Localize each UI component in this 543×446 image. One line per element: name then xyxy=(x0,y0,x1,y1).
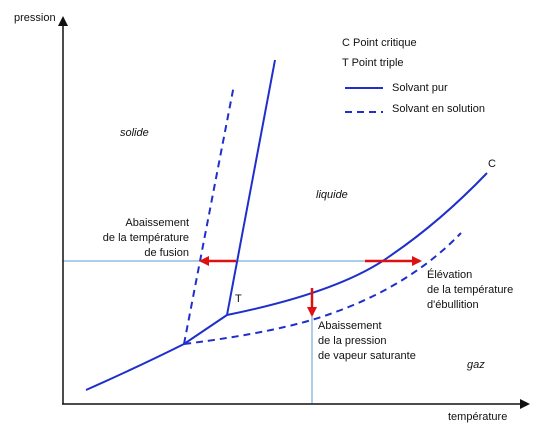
fusion-annotation-line-3: de fusion xyxy=(144,247,189,259)
vapor-annotation-line-3: de vapeur saturante xyxy=(318,350,416,362)
legend-critical-point: C Point critique xyxy=(342,37,417,49)
triple-point-label: T xyxy=(235,293,242,305)
vapor-annotation-line-1: Abaissement xyxy=(318,320,382,332)
pure-sublimation-curve xyxy=(85,314,228,391)
legend-pure-label: Solvant pur xyxy=(392,82,448,94)
y-axis-label: pression xyxy=(14,12,56,24)
legend-solution-label: Solvant en solution xyxy=(392,103,485,115)
critical-point-label: C xyxy=(488,158,496,170)
fusion-annotation-line-1: Abaissement xyxy=(125,217,189,229)
boiling-annotation-line-3: d'ébullition xyxy=(427,299,479,311)
pure-fusion-curve xyxy=(226,59,276,316)
legend-triple-point: T Point triple xyxy=(342,57,404,69)
vapor-annotation-line-2: de la pression xyxy=(318,335,387,347)
boiling-annotation-line-1: Élévation xyxy=(427,268,472,281)
region-liquid-label: liquide xyxy=(316,189,348,201)
region-solid-label: solide xyxy=(120,127,149,139)
x-axis-label: température xyxy=(448,411,507,423)
fusion-annotation-line-2: de la température xyxy=(103,232,189,244)
region-gas-label: gaz xyxy=(467,359,485,371)
boiling-annotation-line-2: de la température xyxy=(427,284,513,296)
solution-vaporization-curve xyxy=(183,232,462,345)
solution-fusion-curve xyxy=(183,84,235,345)
pure-vaporization-curve xyxy=(226,172,488,316)
